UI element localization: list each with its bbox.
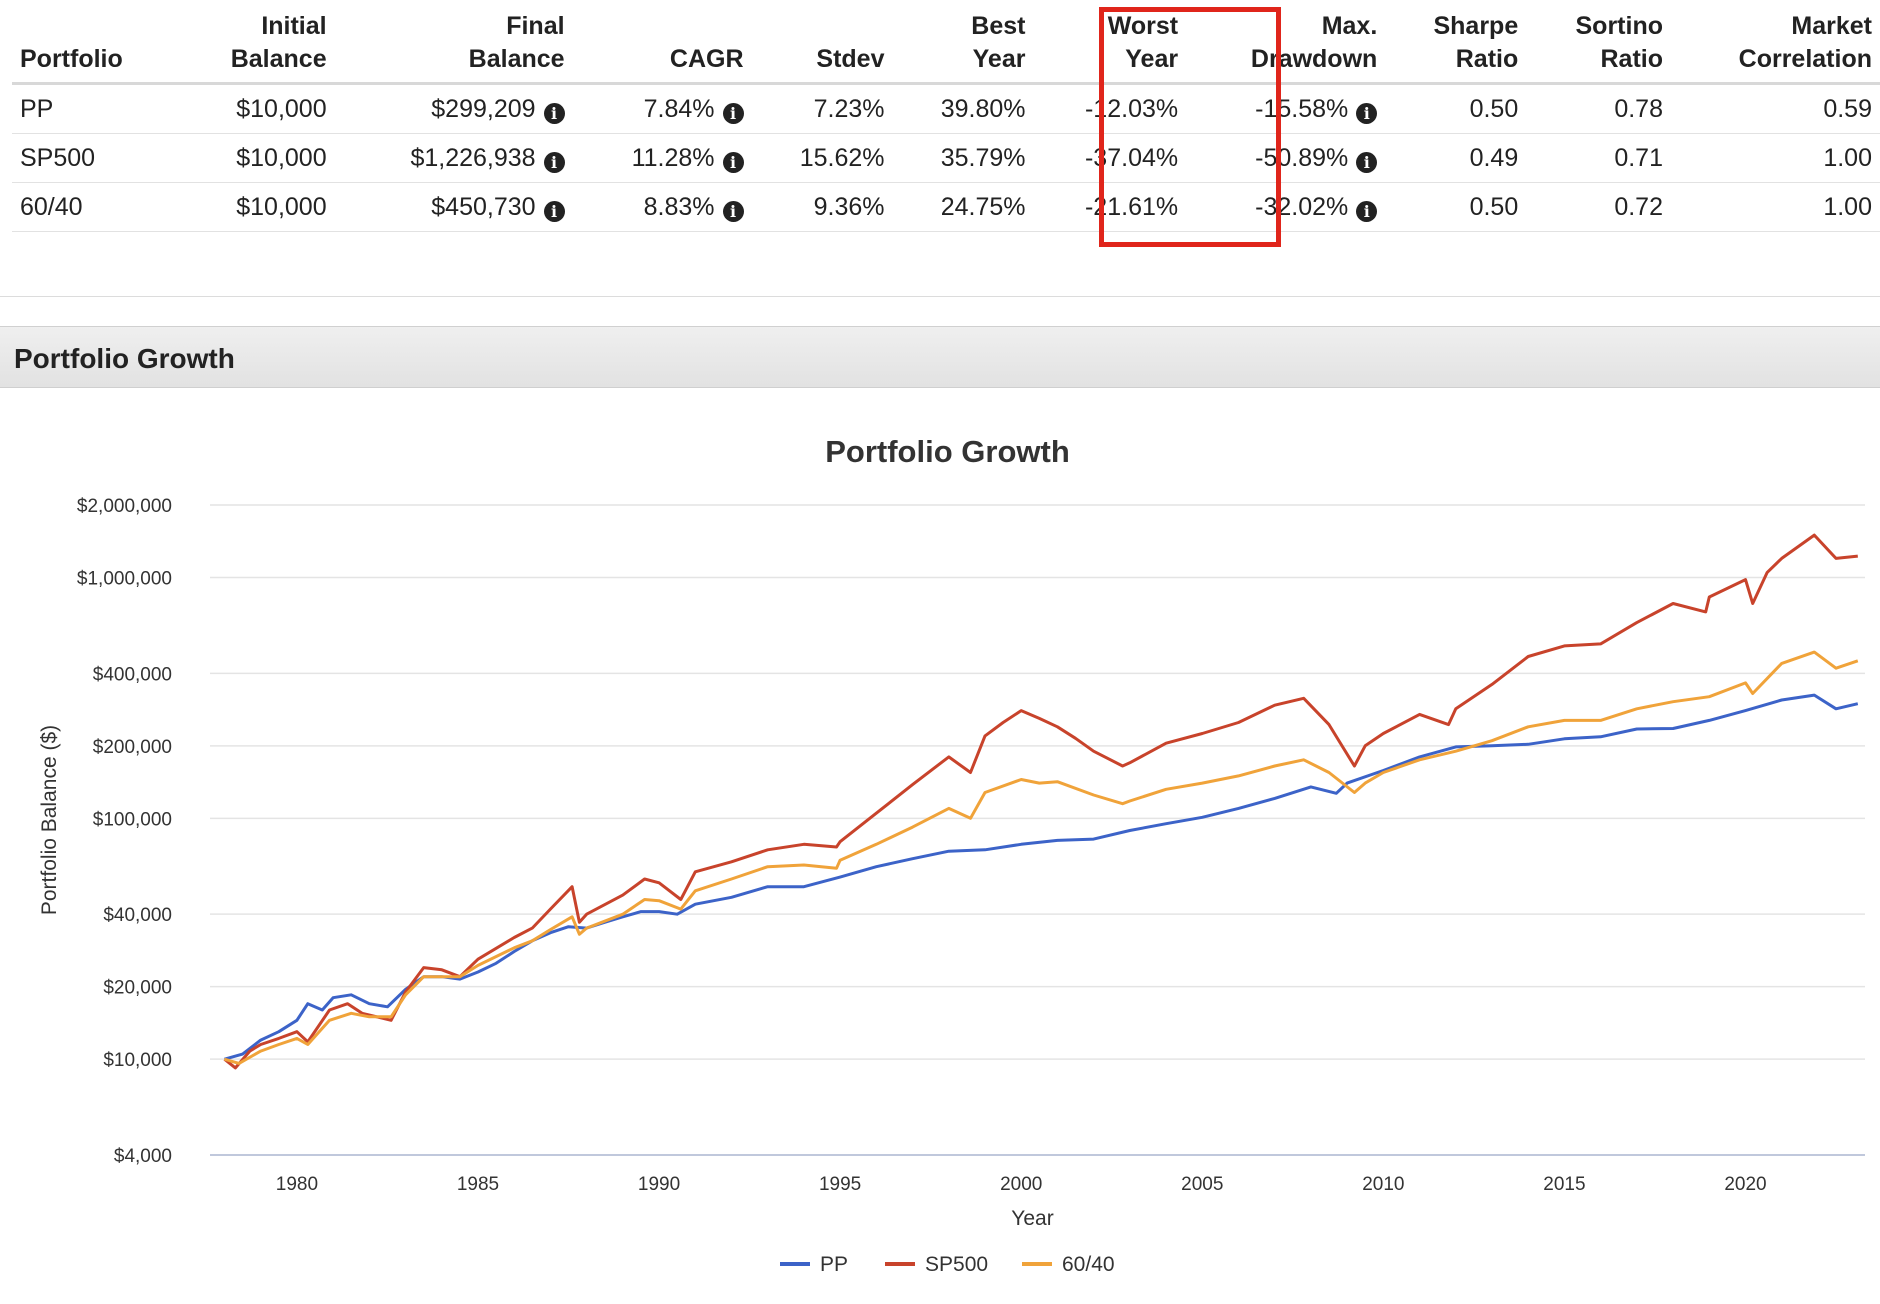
x-tick-label: 2000 — [1000, 1174, 1042, 1195]
cell-cagr: 11.28% i — [573, 134, 752, 183]
cell-best-year: 24.75% — [940, 192, 1026, 221]
cell-sortino-ratio: 0.71 — [1614, 143, 1663, 172]
x-tick-label: 2015 — [1543, 1174, 1585, 1195]
col-sharpe-ratio: Sharpe Ratio — [1433, 12, 1519, 73]
info-circle-icon[interactable]: i — [1356, 200, 1378, 222]
y-tick-label: $40,000 — [103, 905, 172, 926]
col-worst-year: Worst Year — [1107, 12, 1179, 73]
info-circle-icon[interactable]: i — [543, 200, 565, 222]
y-axis-label: Portfolio Balance ($) — [38, 725, 61, 915]
info-circle-icon[interactable]: i — [1356, 151, 1378, 173]
table-row: PP $10,000 $299,209 i 7.84% i 7.23% 39.80%… — [12, 84, 1880, 134]
cell-market-correlation: 0.59 — [1823, 94, 1872, 123]
x-axis-label: Year — [1011, 1207, 1053, 1230]
y-tick-label: $200,000 — [93, 737, 172, 758]
col-stdev: Stdev — [816, 45, 885, 73]
x-tick-label: 1990 — [638, 1174, 680, 1195]
cell-cagr: 7.84% i — [573, 84, 752, 134]
series-line-6040 — [224, 650, 1859, 1065]
cell-cagr: 8.83% i — [573, 183, 752, 232]
cell-initial-balance: $10,000 — [236, 192, 327, 221]
info-circle-icon[interactable]: i — [543, 102, 565, 124]
col-portfolio: Portfolio — [20, 45, 123, 73]
y-tick-label: $2,000,000 — [77, 496, 172, 517]
x-tick-label: 2020 — [1724, 1174, 1766, 1195]
info-circle-icon[interactable]: i — [1356, 102, 1378, 124]
summary-table: Portfolio Initial Balance Final Balance CA… — [12, 0, 1880, 232]
x-tick-label: 2010 — [1362, 1174, 1404, 1195]
drawdown-highlight-box — [1099, 7, 1281, 247]
cell-sortino-ratio: 0.78 — [1614, 94, 1663, 123]
legend-label: 60/40 — [1062, 1253, 1115, 1276]
legend-label: SP500 — [925, 1253, 988, 1276]
cell-portfolio: SP500 — [20, 143, 96, 172]
info-circle-icon[interactable]: i — [722, 151, 744, 173]
col-cagr: CAGR — [669, 45, 744, 73]
cell-sharpe-ratio: 0.50 — [1469, 94, 1519, 123]
table-row: SP500 $10,000 $1,226,938 i 11.28% i 15.62%… — [12, 134, 1880, 183]
cell-market-correlation: 1.00 — [1823, 192, 1872, 221]
cell-best-year: 39.80% — [940, 94, 1026, 123]
series-line-sp500 — [223, 533, 1858, 1070]
y-tick-label: $1,000,000 — [77, 568, 172, 589]
cell-max-drawdown: -50.89% i — [1186, 134, 1385, 183]
section-title: Portfolio Growth — [14, 343, 235, 374]
cell-final-balance: $450,730 i — [335, 183, 573, 232]
x-tick-label: 1985 — [457, 1174, 499, 1195]
legend-label: PP — [820, 1253, 848, 1276]
y-tick-label: $10,000 — [103, 1050, 172, 1071]
y-tick-label: $20,000 — [103, 978, 172, 999]
cell-initial-balance: $10,000 — [236, 94, 327, 123]
cell-initial-balance: $10,000 — [236, 143, 327, 172]
col-sortino-ratio: Sortino Ratio — [1575, 12, 1664, 73]
cell-portfolio: 60/40 — [20, 192, 83, 221]
col-max-drawdown: Max. Drawdown — [1250, 12, 1378, 73]
cell-final-balance: $1,226,938 i — [335, 134, 573, 183]
cell-sharpe-ratio: 0.49 — [1469, 143, 1519, 172]
x-tick-label: 1980 — [276, 1174, 318, 1195]
y-tick-label: $400,000 — [93, 664, 172, 685]
section-divider — [0, 296, 1880, 297]
info-circle-icon[interactable]: i — [543, 151, 565, 173]
y-tick-label: $4,000 — [114, 1146, 172, 1167]
cell-market-correlation: 1.00 — [1823, 143, 1872, 172]
x-tick-label: 1995 — [819, 1174, 861, 1195]
col-final-balance: Final Balance — [468, 12, 565, 73]
cell-stdev: 15.62% — [799, 143, 885, 172]
info-circle-icon[interactable]: i — [722, 200, 744, 222]
cell-best-year: 35.79% — [940, 143, 1026, 172]
cell-sharpe-ratio: 0.50 — [1469, 192, 1519, 221]
cell-max-drawdown: -32.02% i — [1186, 183, 1385, 232]
col-best-year: Best Year — [971, 12, 1026, 73]
cell-stdev: 9.36% — [813, 192, 885, 221]
chart-title: Portfolio Growth — [825, 434, 1070, 469]
table-row: 60/40 $10,000 $450,730 i 8.83% i 9.36% 24.… — [12, 183, 1880, 232]
col-initial-balance: Initial Balance — [230, 12, 327, 73]
cell-final-balance: $299,209 i — [335, 84, 573, 134]
x-tick-label: 2005 — [1181, 1174, 1223, 1195]
portfolio-growth-chart: $4,000 $10,000 $20,000 $40,000 $100,000 $200,… — [38, 434, 1865, 1276]
cell-stdev: 7.23% — [813, 94, 885, 123]
cell-max-drawdown: -15.58% i — [1186, 84, 1385, 134]
section-header: Portfolio Growth — [0, 326, 1880, 388]
info-circle-icon[interactable]: i — [722, 102, 744, 124]
y-tick-label: $100,000 — [93, 809, 172, 830]
col-market-correlation: Market Correlation — [1738, 12, 1872, 73]
table-header-row: Portfolio Initial Balance Final Balance CA… — [12, 0, 1880, 84]
cell-portfolio: PP — [20, 94, 54, 123]
series-line-pp — [224, 693, 1859, 1061]
cell-sortino-ratio: 0.72 — [1614, 192, 1663, 221]
